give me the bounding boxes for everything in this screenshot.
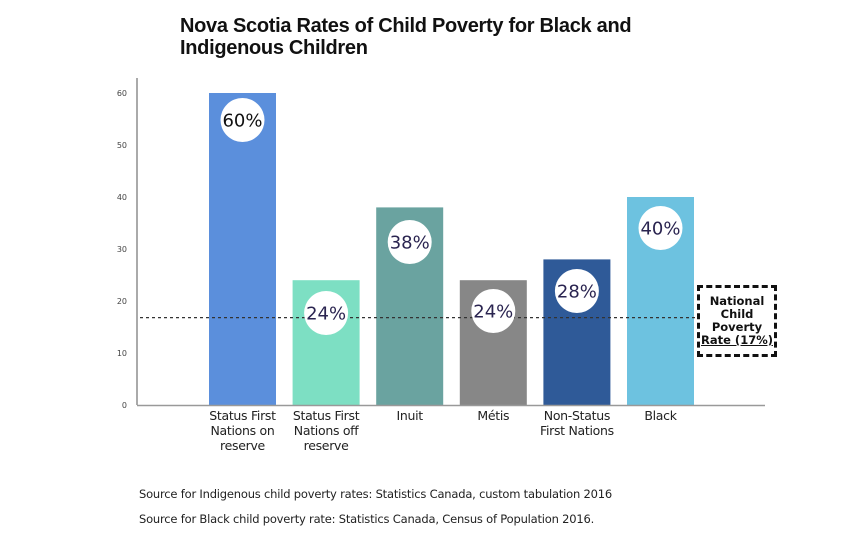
y-tick-label: 30 — [117, 245, 127, 254]
x-category-label: Status First — [209, 408, 276, 423]
national-rate-label-line: Rate (17%) — [701, 333, 773, 347]
y-tick-label: 60 — [117, 89, 127, 98]
data-label-bubble — [638, 206, 683, 250]
data-label-bubble — [387, 220, 432, 264]
national-rate-label-line: Poverty — [711, 320, 763, 334]
y-tick-label: 40 — [117, 193, 127, 202]
y-tick-label: 10 — [117, 349, 127, 358]
data-label: 38% — [390, 233, 430, 254]
national-rate-label-line: Child — [720, 307, 754, 321]
data-label: 24% — [473, 302, 513, 323]
national-rate-callout: National Child Poverty Rate (17%) — [697, 285, 777, 357]
x-category-label: Nations off — [294, 423, 359, 438]
data-label-bubble — [554, 269, 599, 313]
data-label: 60% — [222, 111, 262, 132]
x-category-label: Black — [644, 408, 677, 423]
x-category-label: Status First — [293, 408, 360, 423]
bar — [209, 93, 276, 405]
national-rate-label: National Child Poverty Rate (17%) — [701, 295, 773, 347]
y-tick-label: 20 — [117, 297, 127, 306]
chart-title: Nova Scotia Rates of Child Poverty for B… — [180, 15, 632, 59]
x-category-label: Non-Status — [544, 408, 610, 423]
x-category-label: Métis — [477, 408, 509, 423]
data-label-bubble — [220, 98, 265, 142]
source-note-black: Source for Black child poverty rate: Sta… — [139, 512, 595, 526]
data-label-bubble — [471, 289, 516, 333]
x-category-label: Nations on — [210, 423, 274, 438]
y-tick-label: 50 — [117, 141, 127, 150]
data-label: 40% — [640, 219, 680, 240]
x-category-label: reserve — [220, 438, 265, 453]
data-label: 24% — [306, 304, 346, 325]
data-label-bubble — [304, 291, 349, 335]
source-note-indigenous: Source for Indigenous child poverty rate… — [139, 487, 613, 501]
x-category-label: Inuit — [396, 408, 423, 423]
national-rate-label-line: National — [709, 294, 765, 308]
data-label: 28% — [557, 282, 597, 303]
x-category-label: First Nations — [540, 423, 614, 438]
y-tick-label: 0 — [122, 401, 127, 410]
x-category-label: reserve — [304, 438, 349, 453]
